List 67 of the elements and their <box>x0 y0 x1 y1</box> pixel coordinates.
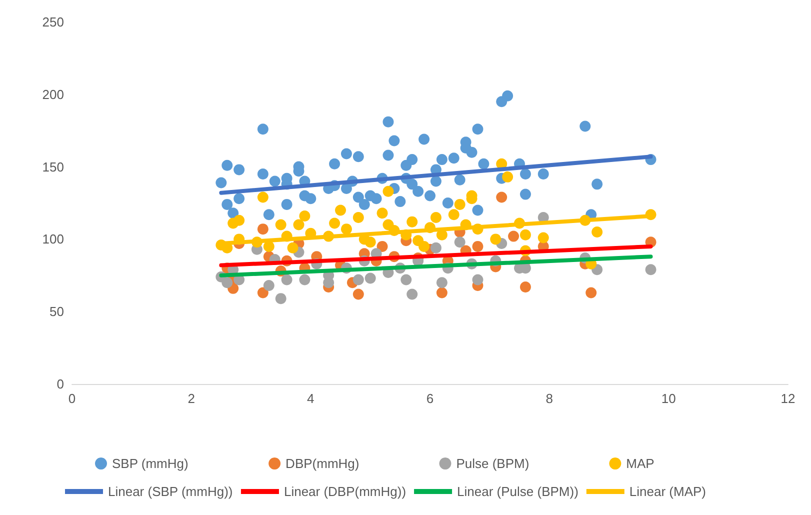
point <box>352 288 364 300</box>
x-tick-label: 4 <box>307 391 314 406</box>
x-tick-label: 0 <box>68 391 76 406</box>
point <box>257 192 268 203</box>
point <box>508 230 520 242</box>
y-tick-label: 150 <box>42 159 64 174</box>
point <box>275 219 286 230</box>
point <box>430 242 442 254</box>
point <box>406 288 418 300</box>
point <box>299 210 310 222</box>
point <box>263 280 274 292</box>
point <box>263 240 274 252</box>
legend-label: MAP <box>626 456 654 471</box>
point <box>335 204 346 216</box>
point <box>340 224 352 235</box>
point <box>436 277 448 288</box>
point <box>281 274 292 286</box>
point <box>645 264 656 276</box>
x-tick-label: 6 <box>426 391 434 406</box>
legend-label: Linear (MAP) <box>629 484 706 499</box>
point <box>364 272 376 284</box>
legend-label: DBP(mmHg) <box>286 456 360 471</box>
point <box>364 236 376 248</box>
legend-label: Linear (DBP(mmHg)) <box>284 484 406 499</box>
point <box>520 229 531 240</box>
point <box>376 240 388 252</box>
x-tick-label: 2 <box>188 391 195 406</box>
y-tick-label: 250 <box>42 14 64 30</box>
x-tick-label: 8 <box>546 391 553 406</box>
point <box>454 198 466 210</box>
point <box>234 214 245 226</box>
point <box>293 219 304 230</box>
point <box>287 242 298 254</box>
point <box>406 216 418 228</box>
point <box>299 274 310 286</box>
point <box>538 232 549 244</box>
point <box>376 208 388 219</box>
point <box>400 274 412 286</box>
legend-label: Linear (Pulse (BPM)) <box>457 484 578 499</box>
point <box>275 293 286 304</box>
point <box>490 234 502 245</box>
x-tick-label: 12 <box>780 391 796 406</box>
point <box>352 274 364 286</box>
point <box>329 218 340 229</box>
x-tick-label: 10 <box>661 391 676 406</box>
y-tick-label: 50 <box>50 304 64 320</box>
point <box>586 287 597 298</box>
legend-label: Pulse (BPM) <box>456 456 530 471</box>
legend-label: SBP (mmHg) <box>112 456 188 471</box>
point <box>472 240 484 252</box>
point <box>418 240 430 252</box>
point <box>257 287 268 298</box>
point <box>472 274 484 286</box>
point <box>448 209 460 220</box>
point <box>592 226 603 238</box>
point <box>222 277 233 288</box>
point <box>430 212 442 223</box>
legend-label: Linear (SBP (mmHg)) <box>108 484 233 499</box>
point <box>520 281 531 292</box>
point <box>257 224 268 235</box>
point <box>496 192 508 203</box>
y-tick-label: 100 <box>42 232 64 247</box>
point <box>352 212 364 223</box>
point <box>436 287 448 298</box>
y-tick-label: 0 <box>56 376 64 392</box>
y-tick-label: 200 <box>42 86 64 102</box>
point <box>454 236 466 248</box>
